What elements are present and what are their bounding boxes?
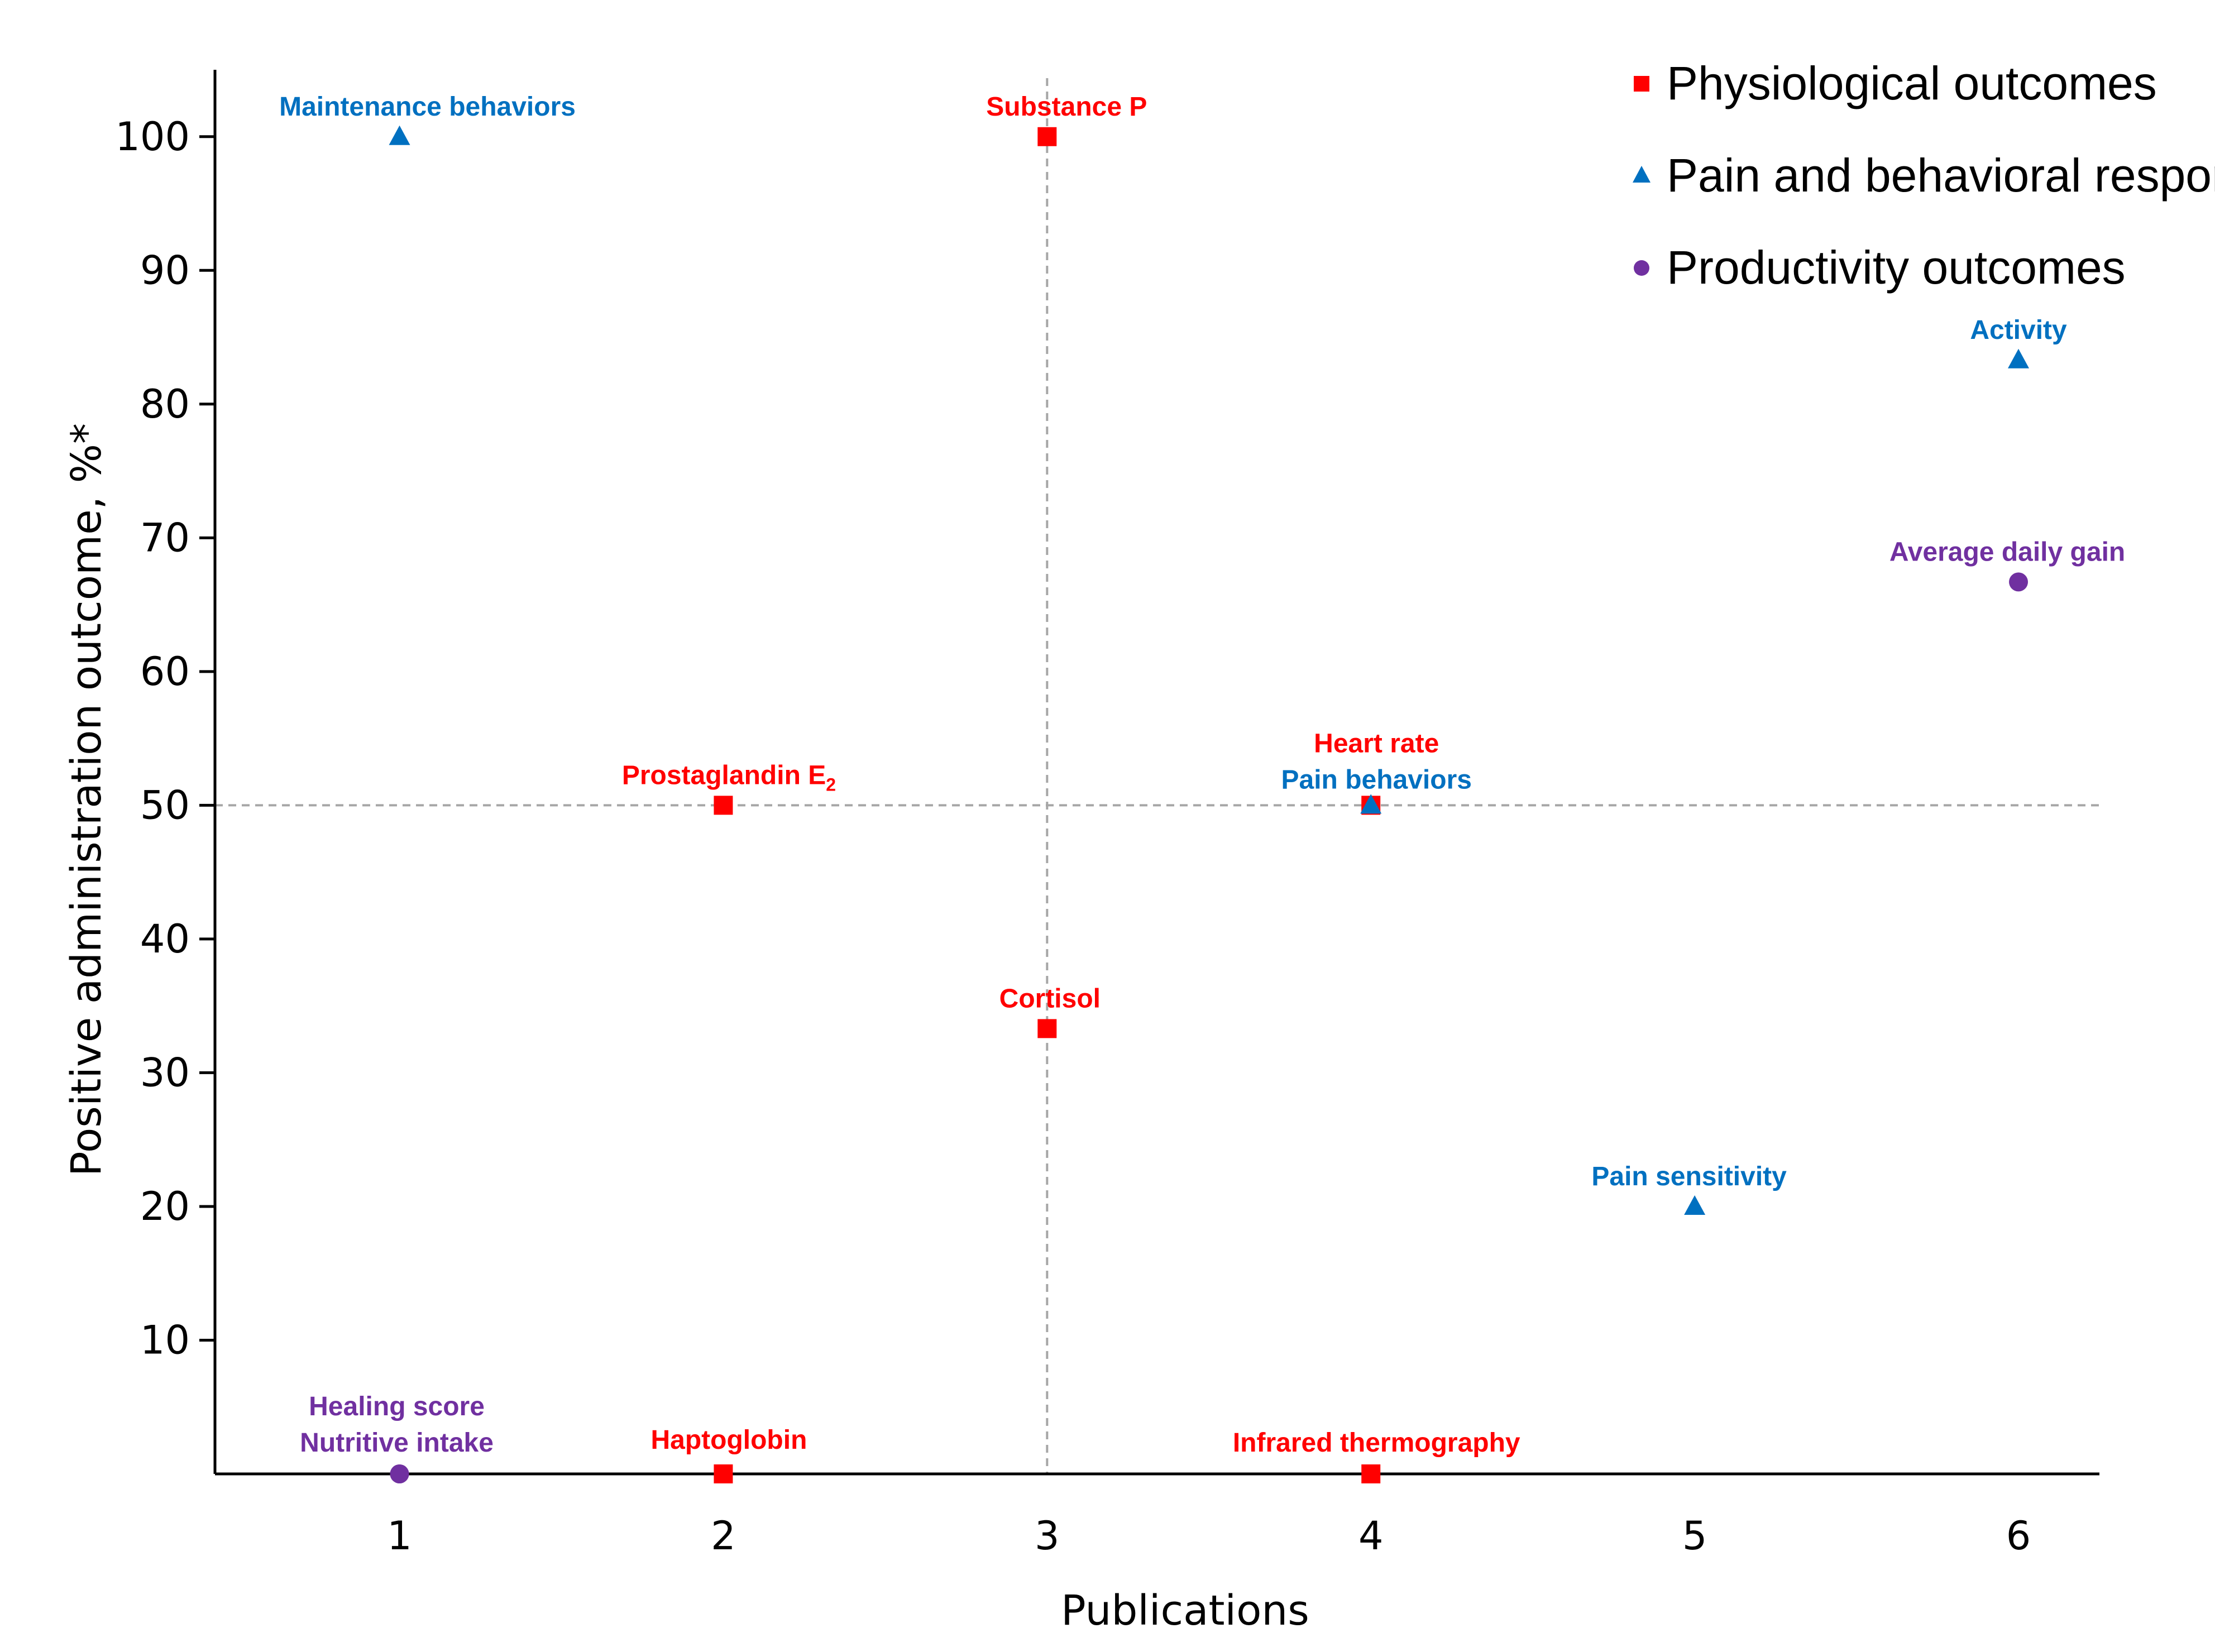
legend-label: Pain and behavioral responses	[1667, 149, 2215, 202]
y-tick-label: 40	[140, 916, 190, 962]
data-point	[1360, 794, 1382, 814]
data-label: Healing score	[309, 1392, 485, 1421]
point-labels: Substance P Prostaglandin E2 Heart rate Cor…	[279, 92, 2125, 1458]
y-tick-label: 70	[140, 515, 190, 561]
data-label: Pain sensitivity	[1591, 1162, 1787, 1191]
data-point	[714, 796, 733, 815]
legend-entry: Pain and behavioral responses	[1633, 149, 2215, 202]
data-point	[389, 125, 410, 145]
y-tick-label: 60	[140, 649, 190, 695]
y-tick-label: 100	[115, 114, 190, 160]
data-point	[1037, 127, 1057, 146]
legend-label: Productivity outcomes	[1667, 241, 2126, 294]
x-tick-label: 2	[711, 1513, 736, 1559]
tick-labels: 10 20 30 40 50 60 70 80 90 100 1 2 3 4 5 6	[115, 114, 2031, 1559]
legend: Physiological outcomes Pain and behaviora…	[1633, 57, 2215, 294]
data-point	[2009, 572, 2029, 592]
data-label: Activity	[1970, 315, 2067, 345]
data-point	[390, 1464, 409, 1483]
data-label: Prostaglandin E2	[622, 760, 836, 794]
data-label: Haptoglobin	[650, 1425, 807, 1455]
y-tick-label: 30	[140, 1050, 190, 1095]
axes	[213, 70, 2099, 1476]
legend-entry: Productivity outcomes	[1634, 241, 2126, 294]
reference-lines	[215, 78, 2099, 1474]
data-point	[2008, 348, 2030, 368]
data-point	[1684, 1195, 1706, 1215]
x-tick-label: 5	[1682, 1513, 1707, 1559]
y-axis-title: Positive administration outcome, %*	[63, 423, 111, 1176]
x-tick-label: 1	[387, 1513, 412, 1559]
x-axis-title: Publications	[1061, 1587, 1309, 1635]
y-tick-label: 80	[140, 381, 190, 427]
data-label: Infrared thermography	[1233, 1428, 1520, 1458]
x-tick-label: 4	[1358, 1513, 1384, 1559]
data-label: Heart rate	[1314, 729, 1439, 758]
data-label: Nutritive intake	[300, 1428, 494, 1458]
x-tick-label: 3	[1035, 1513, 1060, 1559]
data-label: Pain behaviors	[1281, 765, 1471, 794]
legend-marker	[1634, 76, 1649, 92]
data-point	[714, 1464, 733, 1483]
x-tick-label: 6	[2006, 1513, 2031, 1559]
y-tick-label: 90	[140, 247, 190, 293]
y-tick-label: 50	[140, 782, 190, 828]
legend-marker	[1634, 260, 1649, 276]
data-point	[1037, 1019, 1057, 1038]
data-points	[389, 125, 2030, 1483]
legend-entry: Physiological outcomes	[1634, 57, 2157, 109]
legend-label: Physiological outcomes	[1667, 57, 2157, 109]
data-point	[1361, 1464, 1381, 1483]
y-tick-label: 20	[140, 1184, 190, 1229]
data-label: Cortisol	[999, 984, 1101, 1013]
y-tick-label: 10	[140, 1317, 190, 1363]
data-label: Maintenance behaviors	[279, 92, 576, 122]
data-label: Substance P	[986, 92, 1147, 122]
legend-marker	[1633, 166, 1651, 183]
data-label: Average daily gain	[1889, 537, 2125, 567]
